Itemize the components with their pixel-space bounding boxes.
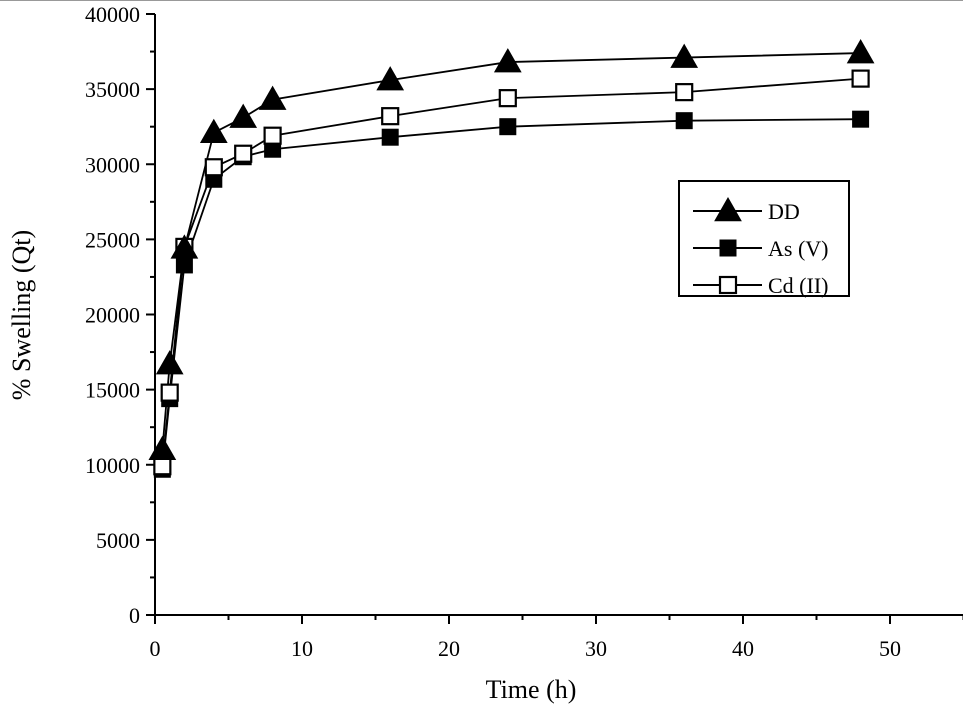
data-point [846, 39, 875, 64]
data-point [376, 66, 405, 91]
x-tick-label: 30 [585, 636, 607, 661]
legend-label: DD [768, 199, 800, 224]
y-tick-label: 30000 [85, 152, 140, 177]
x-tick-label: 10 [291, 636, 313, 661]
y-tick-label: 40000 [85, 2, 140, 27]
y-tick-label: 20000 [85, 303, 140, 328]
x-tick-label: 50 [879, 636, 901, 661]
legend-label: Cd (II) [768, 273, 828, 298]
legend-box [678, 180, 850, 297]
series-line [161, 77, 861, 467]
y-tick-label: 15000 [85, 378, 140, 403]
legend-marker [719, 239, 737, 257]
tick-labels: 0 10 20 30 40 50 0 5000 10000 15000 20000 25000 3000… [85, 2, 901, 661]
series-line [161, 118, 861, 470]
data-point [199, 118, 228, 143]
data-point [675, 112, 693, 130]
y-tick-label: 35000 [85, 77, 140, 102]
series-lines [161, 52, 861, 470]
y-tick-label: 25000 [85, 227, 140, 252]
data-point [675, 83, 694, 102]
series-line [161, 52, 861, 450]
data-point [204, 158, 223, 177]
y-axis-title: % Swelling (Qt) [7, 230, 36, 400]
data-point [263, 126, 282, 145]
data-point [229, 103, 258, 128]
y-tick-label: 0 [129, 603, 140, 628]
x-tick-label: 20 [438, 636, 460, 661]
data-point [258, 85, 287, 110]
data-point [381, 128, 399, 146]
data-point [498, 89, 517, 108]
series-markers [148, 39, 875, 478]
data-point [175, 256, 193, 274]
data-point [670, 43, 699, 68]
legend-label: As (V) [768, 236, 829, 261]
data-point [381, 107, 400, 126]
legend: DD As (V) Cd (II) [678, 180, 850, 298]
data-point [170, 234, 199, 259]
ticks [146, 13, 963, 624]
data-point [160, 383, 179, 402]
y-tick-label: 5000 [96, 528, 140, 553]
data-point [852, 110, 870, 128]
data-point [148, 435, 177, 460]
data-point [234, 144, 253, 163]
x-axis-title: Time (h) [486, 675, 577, 704]
legend-marker [714, 196, 742, 222]
data-point [153, 457, 172, 476]
data-point [499, 118, 517, 136]
x-tick-label: 0 [150, 636, 161, 661]
y-tick-label: 10000 [85, 453, 140, 478]
x-tick-label: 40 [732, 636, 754, 661]
data-point [493, 48, 522, 73]
data-point [851, 69, 870, 88]
legend-marker [718, 275, 738, 295]
data-point [155, 350, 184, 375]
